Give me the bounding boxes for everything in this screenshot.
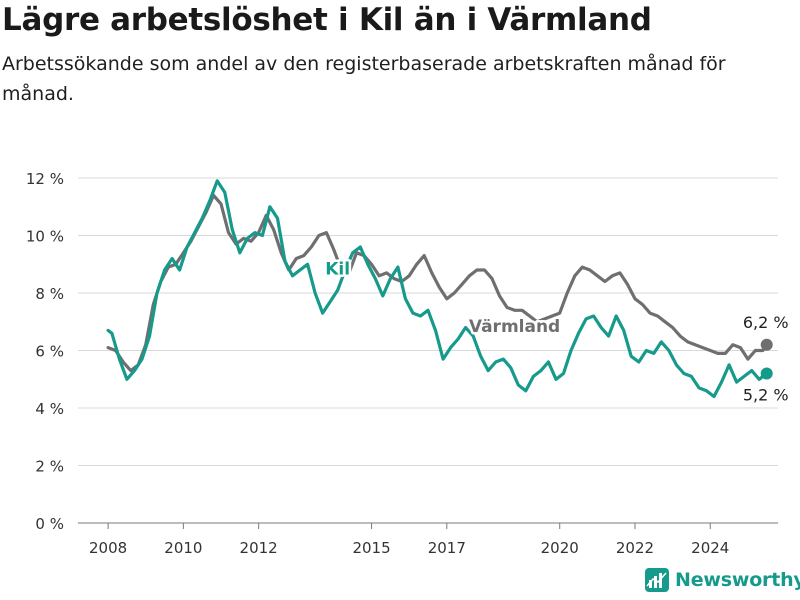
y-tick-label: 0 % — [35, 515, 64, 533]
y-axis-labels: 0 % 2 % 4 % 6 % 8 % 10 % 12 % — [26, 170, 64, 533]
series-lines — [106, 179, 769, 399]
brand-name: Newsworthy — [675, 569, 800, 591]
x-tick-label: 2010 — [164, 539, 202, 557]
y-tick-label: 10 % — [26, 228, 64, 246]
gridlines — [78, 177, 778, 524]
series-label: Kil — [325, 259, 350, 279]
chart-subtitle: Arbetssökande som andel av den registerb… — [2, 53, 726, 105]
x-tick-label: 2017 — [428, 539, 466, 557]
y-tick-label: 4 % — [35, 400, 64, 418]
end-marker — [760, 338, 773, 351]
end-value-label: 5,2 % — [743, 386, 789, 405]
bar-chart-icon — [645, 568, 669, 592]
end-value-label: 6,2 % — [743, 313, 789, 332]
series-line-värmland — [106, 193, 769, 373]
x-axis-labels: 2008 2010 2012 2015 2017 2020 2022 2024 — [89, 523, 729, 557]
chart-title: Lägre arbetslöshet i Kil än i Värmland — [2, 2, 652, 38]
y-tick-label: 12 % — [26, 170, 64, 188]
y-tick-label: 8 % — [35, 285, 64, 303]
y-tick-label: 2 % — [35, 458, 64, 476]
x-tick-label: 2022 — [616, 539, 654, 557]
series-labels: Värmland Kil 6,2 % 5,2 % — [323, 257, 791, 407]
end-marker — [760, 367, 773, 380]
x-tick-label: 2020 — [541, 539, 579, 557]
x-tick-label: 2024 — [691, 539, 729, 557]
y-tick-label: 6 % — [35, 343, 64, 361]
series-label: Värmland — [469, 317, 560, 337]
newsworthy-logo: Newsworthy — [645, 568, 800, 592]
x-tick-label: 2008 — [89, 539, 127, 557]
x-tick-label: 2012 — [240, 539, 278, 557]
series-line-kil — [106, 179, 769, 399]
x-tick-label: 2015 — [352, 539, 390, 557]
